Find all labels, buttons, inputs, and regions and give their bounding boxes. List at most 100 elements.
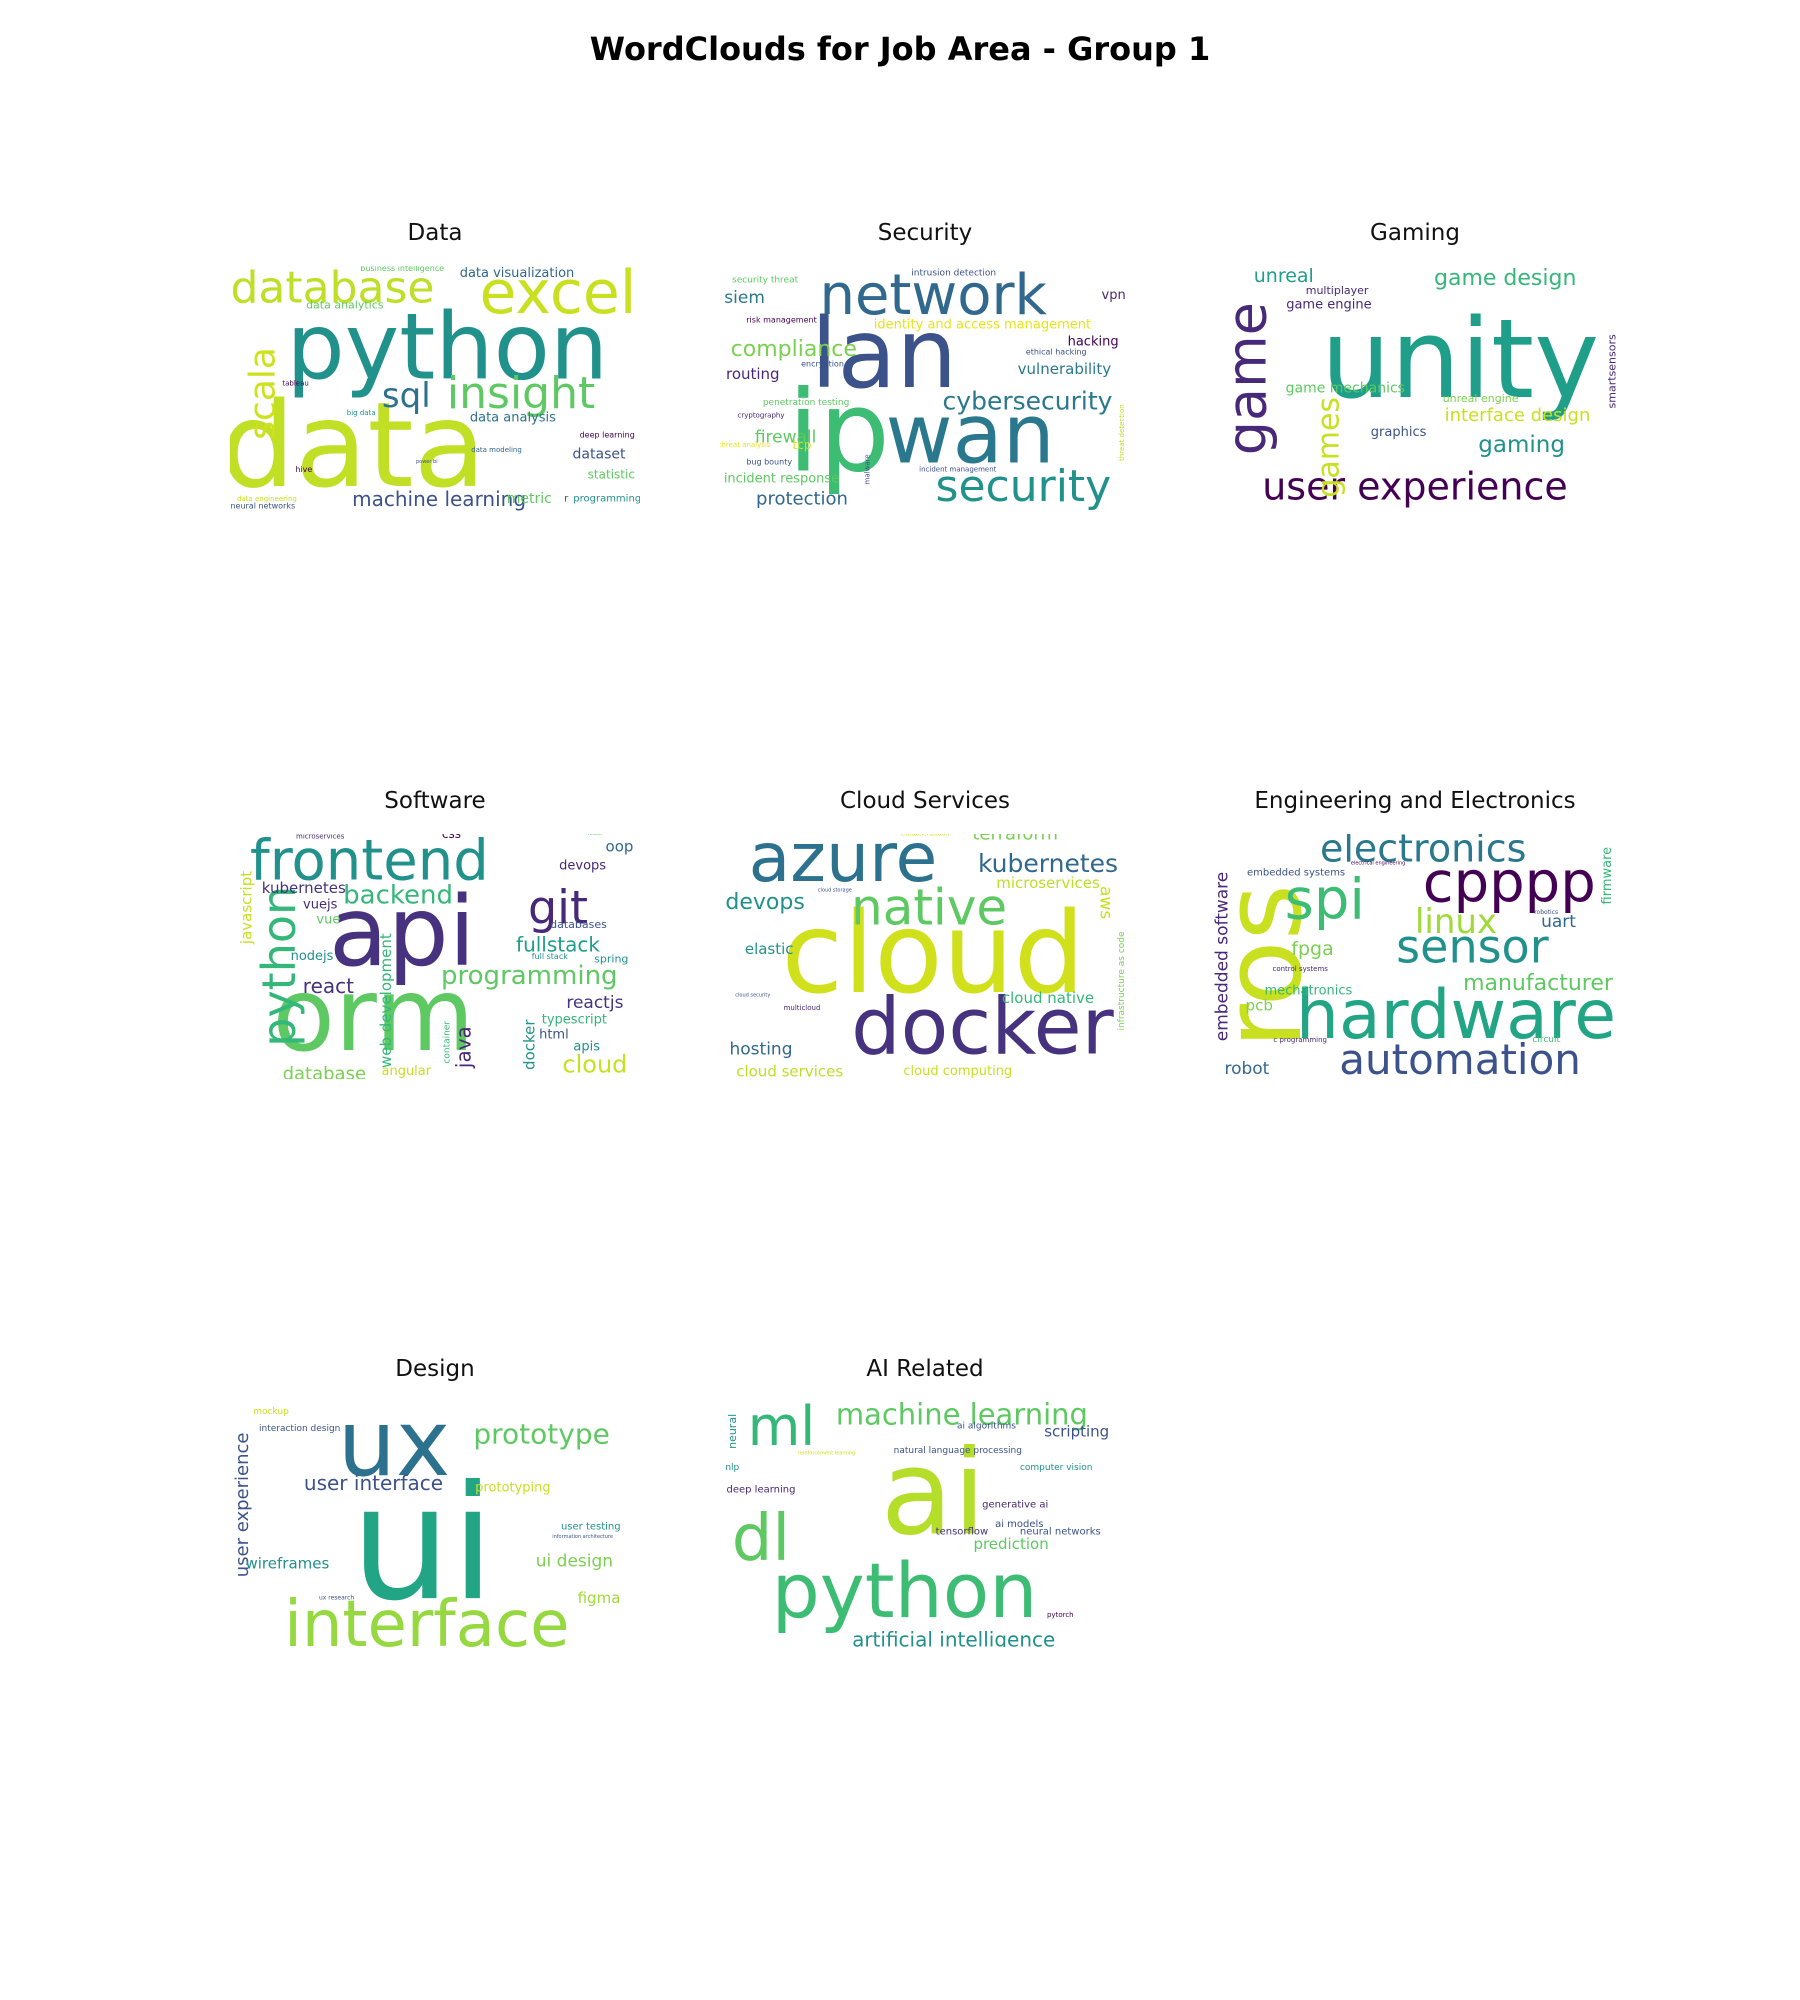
word-generative-ai: generative ai xyxy=(982,1499,1048,1510)
word-insight: insight xyxy=(447,368,595,419)
word-ros: ros xyxy=(1210,884,1326,1048)
word-embedded-software: embedded software xyxy=(1212,872,1232,1042)
word-firmware: firmware xyxy=(1600,847,1615,905)
word-programming: programming xyxy=(573,493,640,504)
word-neural: neural xyxy=(726,1414,739,1449)
word-cloud: cloud xyxy=(562,1050,627,1078)
word-vuejs: vuejs xyxy=(303,898,338,913)
word-power-bi: power bi xyxy=(416,459,438,465)
word-malware: malware xyxy=(864,454,872,484)
word-microservices: microservices xyxy=(996,874,1100,892)
word-azure: azure xyxy=(749,834,938,898)
word-vue: vue xyxy=(316,912,340,927)
word-penetration-testing: penetration testing xyxy=(763,398,850,408)
word-statistic: statistic xyxy=(588,467,635,481)
word-typescript: typescript xyxy=(542,1013,607,1028)
word-risk-management: risk management xyxy=(746,315,816,324)
word-python: python xyxy=(252,886,306,1047)
word-machine-learning: machine learning xyxy=(836,1402,1088,1431)
word-cryptography: cryptography xyxy=(738,411,785,419)
word-container: container xyxy=(442,1021,452,1064)
word-metric: metric xyxy=(507,491,552,507)
word-prediction: prediction xyxy=(973,1535,1048,1553)
word-intrusion-detection: intrusion detection xyxy=(911,268,996,278)
word-tableau: tableau xyxy=(282,380,308,388)
word-databases: databases xyxy=(550,918,607,931)
word-sensor: sensor xyxy=(1396,920,1549,974)
word-big-data: big data xyxy=(347,409,376,417)
word-cloud-security: cloud security xyxy=(735,993,770,999)
word-reactjs: reactjs xyxy=(566,993,623,1013)
word-data-analytics: data analytics xyxy=(306,299,384,312)
panel-title: Data xyxy=(407,220,463,246)
word-terraform: terraform xyxy=(972,834,1058,845)
panel-title: Cloud Services xyxy=(840,788,1010,814)
wordcloud-panel-design: Design ui interface ux prototype user interfa… xyxy=(230,1356,640,1647)
word-ai-models: ai models xyxy=(995,1519,1043,1530)
word-robot: robot xyxy=(1224,1059,1269,1079)
word-computer-vision: computer vision xyxy=(1020,1463,1092,1473)
panel-title: Software xyxy=(384,788,486,814)
word-data-visualization: data visualization xyxy=(460,266,575,281)
word-unity: unity xyxy=(1321,295,1599,423)
wordcloud-panel-cloud-services: Cloud Services cloud docker azure native kube… xyxy=(720,788,1130,1079)
word-routing: routing xyxy=(726,365,780,383)
word-ip: ip xyxy=(788,368,890,498)
word-javascript: javascript xyxy=(237,871,255,945)
word-python: python xyxy=(286,293,608,400)
word-unreal: unreal xyxy=(1254,266,1314,287)
word-react: react xyxy=(303,974,354,998)
word-cybersecurity: cybersecurity xyxy=(943,386,1113,415)
wordcloud-panel-engineering-and-electronics: Engineering and Electronics ros hardware cp… xyxy=(1210,788,1620,1079)
word-database: database xyxy=(231,266,435,314)
word-firewall: firewall xyxy=(755,428,817,448)
word-encryption: encryption xyxy=(801,360,844,369)
word-docker: docker xyxy=(520,1019,538,1070)
word-graphics: graphics xyxy=(1371,425,1427,440)
word-security: security xyxy=(936,461,1112,511)
word-figma: figma xyxy=(578,1589,621,1607)
word-bug-bounty: bug bounty xyxy=(746,458,792,467)
word-compliance: compliance xyxy=(731,337,857,362)
word-excel: excel xyxy=(480,266,637,328)
word-data: data xyxy=(230,376,486,511)
word-protection: protection xyxy=(756,488,848,509)
word-interaction-design: interaction design xyxy=(259,1424,340,1434)
word-deep-learning: deep learning xyxy=(727,1485,796,1496)
word-native: native xyxy=(851,879,1007,937)
word-linux: linux xyxy=(1415,902,1497,942)
word-ui: ui xyxy=(351,1452,495,1636)
word-cloud-storage: cloud storage xyxy=(818,887,852,893)
word-gaming: gaming xyxy=(1478,432,1565,458)
word-network: network xyxy=(819,266,1047,328)
word-infrastructure-as-code: infrastructure as code xyxy=(1117,931,1127,1031)
panel-title: Security xyxy=(877,220,973,246)
word-kubernetes: kubernetes xyxy=(262,879,346,897)
word-r: r xyxy=(564,493,569,504)
word-electronics: electronics xyxy=(1320,834,1526,871)
word-microservices: microservices xyxy=(296,834,345,840)
wordcloud-panel-ai-related: AI Related ai python dl ml machine learning ar… xyxy=(720,1356,1130,1647)
word-lan: lan xyxy=(811,298,957,410)
word-sql: sql xyxy=(382,376,431,416)
word-redux: redux xyxy=(588,834,602,837)
word-embedded-systems: embedded systems xyxy=(1247,868,1345,879)
word-vulnerability: vulnerability xyxy=(1018,360,1112,378)
word-backend: backend xyxy=(343,880,453,910)
word-containerization: containerization xyxy=(901,834,950,838)
word-ethical-hacking: ethical hacking xyxy=(1026,347,1087,356)
word-cloud: cloud xyxy=(782,889,1085,1019)
word-user-testing: user testing xyxy=(561,1521,621,1532)
word-interface-design: interface design xyxy=(1445,405,1591,426)
word-reinforcement-learning: reinforcement learning xyxy=(798,1450,855,1456)
word-full-stack: full stack xyxy=(532,952,568,961)
word-hardware: hardware xyxy=(1296,976,1616,1055)
word-database: database xyxy=(283,1064,366,1079)
word-python: python xyxy=(772,1546,1038,1635)
word-multiplayer: multiplayer xyxy=(1306,284,1369,297)
word-neural-networks: neural networks xyxy=(1020,1526,1101,1537)
word-natural-language-processing: natural language processing xyxy=(894,1446,1022,1456)
